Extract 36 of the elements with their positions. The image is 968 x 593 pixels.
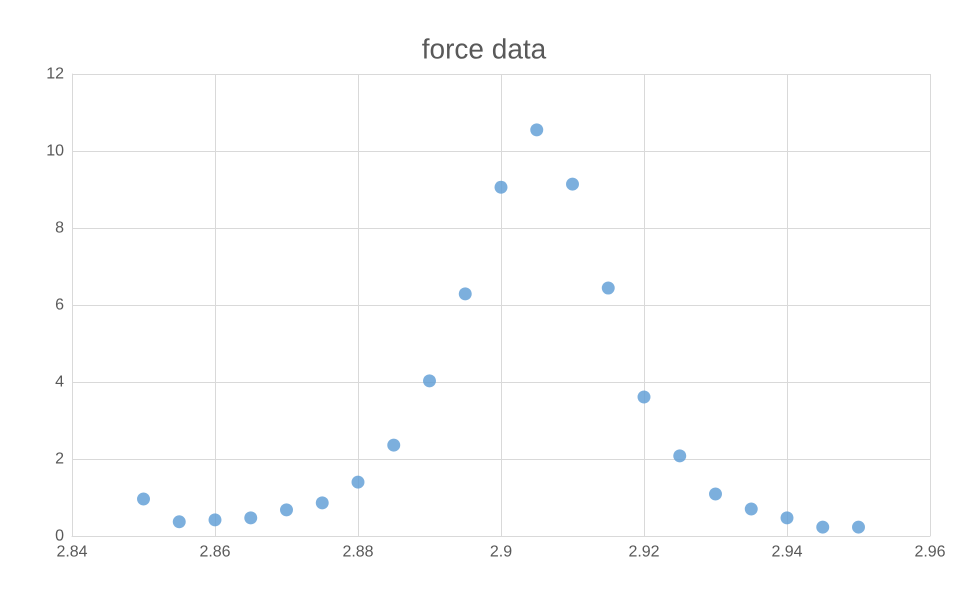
- x-tick-label: 2.94: [771, 544, 803, 560]
- y-tick-label: 4: [55, 374, 64, 390]
- point: [458, 287, 472, 300]
- point: [137, 492, 150, 506]
- x-tick-label: 2.96: [914, 544, 946, 560]
- y-tick-label: 6: [55, 296, 64, 314]
- point: [816, 520, 830, 534]
- point: [244, 511, 258, 524]
- point: [316, 496, 329, 510]
- point: [530, 123, 544, 136]
- x-tick-label: 2.86: [199, 544, 231, 560]
- point: [566, 178, 579, 191]
- point: [673, 449, 686, 462]
- point: [780, 511, 794, 524]
- y-tick-label: 0: [55, 528, 64, 544]
- point: [744, 502, 758, 516]
- x-tick-label: 2.9: [490, 544, 512, 560]
- x-tick-label: 2.88: [342, 544, 374, 560]
- point: [172, 515, 186, 528]
- y-tick-label: 8: [55, 220, 64, 236]
- point: [494, 180, 508, 194]
- point: [709, 488, 722, 501]
- point: [387, 438, 400, 452]
- point: [852, 520, 865, 534]
- x-tick-label: 2.84: [56, 544, 88, 560]
- y-tick-label: 12: [46, 66, 64, 82]
- point: [280, 503, 293, 516]
- point: [638, 390, 650, 404]
- point: [352, 476, 364, 489]
- y-tick-label: 10: [46, 142, 64, 160]
- point: [602, 282, 615, 295]
- point: [423, 374, 436, 388]
- y-tick-label: 2: [55, 450, 64, 468]
- x-tick-label: 2.92: [628, 544, 660, 560]
- point: [208, 513, 222, 526]
- chart-title: force data: [422, 34, 547, 64]
